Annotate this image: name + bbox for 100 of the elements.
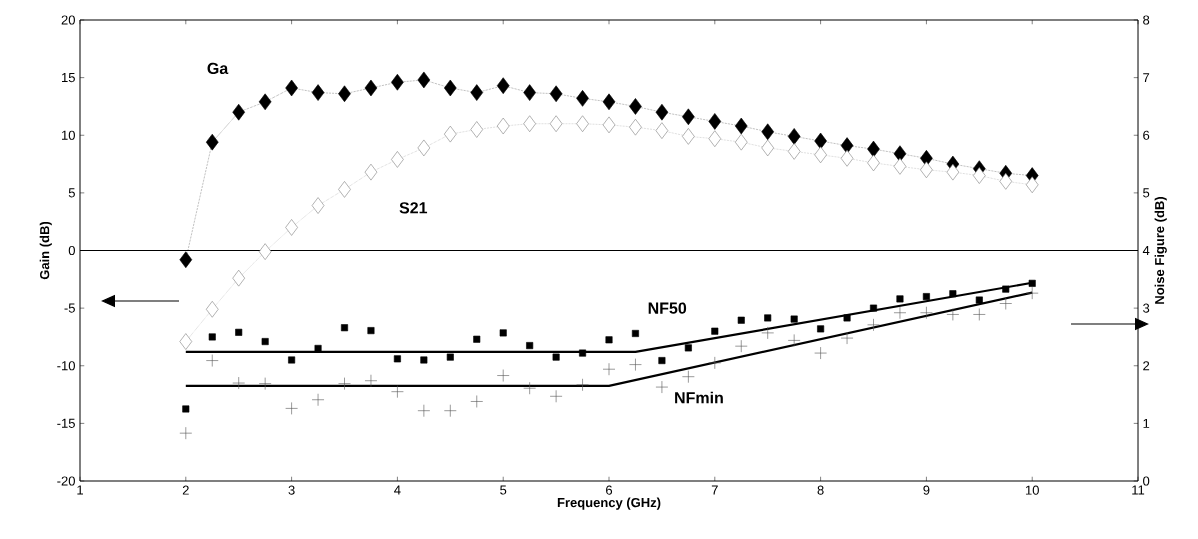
point xyxy=(393,355,401,363)
y-tick-label: 15 xyxy=(62,73,75,83)
point xyxy=(708,356,722,370)
point xyxy=(920,306,933,320)
point xyxy=(1025,176,1039,194)
y-tick-label: -15 xyxy=(57,418,75,428)
point xyxy=(946,308,960,321)
y-tick-label: -20 xyxy=(57,476,75,486)
point xyxy=(975,296,983,304)
y-tick-label: 10 xyxy=(62,130,75,140)
point xyxy=(496,77,510,94)
point xyxy=(364,79,378,97)
point xyxy=(761,326,775,340)
point xyxy=(549,115,563,133)
point xyxy=(708,130,722,148)
point xyxy=(470,121,484,138)
point xyxy=(258,93,272,111)
point xyxy=(499,329,507,337)
point xyxy=(576,115,589,133)
point xyxy=(549,389,563,403)
series-label: NF50 xyxy=(648,302,687,314)
point xyxy=(258,377,272,390)
point xyxy=(364,374,378,388)
point xyxy=(179,251,193,269)
point xyxy=(470,84,484,101)
point xyxy=(420,356,428,364)
point xyxy=(526,342,534,350)
point xyxy=(285,79,298,97)
point xyxy=(338,85,351,103)
point xyxy=(579,349,587,357)
point xyxy=(232,376,246,390)
point xyxy=(840,137,854,154)
point xyxy=(949,290,957,298)
point xyxy=(764,314,772,322)
y2-tick-label: 5 xyxy=(1143,188,1150,198)
y-tick-label: 5 xyxy=(68,188,75,198)
point xyxy=(734,117,748,135)
point xyxy=(946,163,960,181)
point xyxy=(761,139,775,157)
point xyxy=(655,122,669,139)
point xyxy=(552,353,560,361)
y-tick-label: 0 xyxy=(68,245,75,256)
point xyxy=(232,269,246,287)
point xyxy=(922,293,930,301)
point xyxy=(629,358,642,371)
y2-tick-label: 7 xyxy=(1143,73,1150,83)
y-tick-label: -5 xyxy=(64,303,75,313)
y-tick-label: 20 xyxy=(61,15,75,25)
point xyxy=(920,161,933,179)
point xyxy=(314,344,322,352)
x-tick-label: 11 xyxy=(1132,485,1145,495)
point xyxy=(999,297,1013,310)
point xyxy=(258,243,272,260)
point xyxy=(496,117,510,135)
point xyxy=(179,426,193,440)
point xyxy=(285,219,298,236)
point xyxy=(205,354,219,367)
point xyxy=(682,108,695,126)
series-label: NFmin xyxy=(675,391,723,404)
point xyxy=(417,71,431,89)
point xyxy=(867,318,880,332)
point xyxy=(391,385,404,398)
series-label: Ga xyxy=(207,62,229,75)
point xyxy=(338,377,351,390)
point xyxy=(205,133,219,151)
point xyxy=(708,113,722,130)
point xyxy=(840,150,854,167)
x-tick-label: 6 xyxy=(606,485,613,495)
y2-tick-label: 2 xyxy=(1143,361,1150,371)
point xyxy=(444,79,457,97)
y2-tick-label: 6 xyxy=(1143,130,1150,140)
point xyxy=(311,84,325,101)
x-tick-label: 1 xyxy=(77,485,83,495)
point xyxy=(1025,286,1039,300)
point xyxy=(787,334,801,347)
point xyxy=(523,381,536,395)
point xyxy=(261,338,269,346)
point xyxy=(444,404,457,417)
point xyxy=(814,132,827,150)
point xyxy=(341,324,349,332)
y2-axis-title: Noise Figure (dB) xyxy=(1154,196,1167,304)
point xyxy=(761,123,775,141)
point xyxy=(629,98,642,115)
point xyxy=(602,116,616,134)
point xyxy=(682,370,695,383)
point xyxy=(208,333,216,341)
point xyxy=(549,85,563,103)
point xyxy=(840,331,854,345)
point xyxy=(576,378,589,392)
y2-tick-label: 3 xyxy=(1143,303,1150,313)
x-tick-label: 10 xyxy=(1025,485,1039,495)
point xyxy=(655,103,669,121)
point xyxy=(311,393,325,407)
point xyxy=(576,90,589,107)
point xyxy=(235,328,243,336)
point xyxy=(417,139,431,157)
point xyxy=(843,314,851,322)
point xyxy=(496,369,510,382)
point xyxy=(391,151,404,168)
point xyxy=(1028,279,1036,287)
